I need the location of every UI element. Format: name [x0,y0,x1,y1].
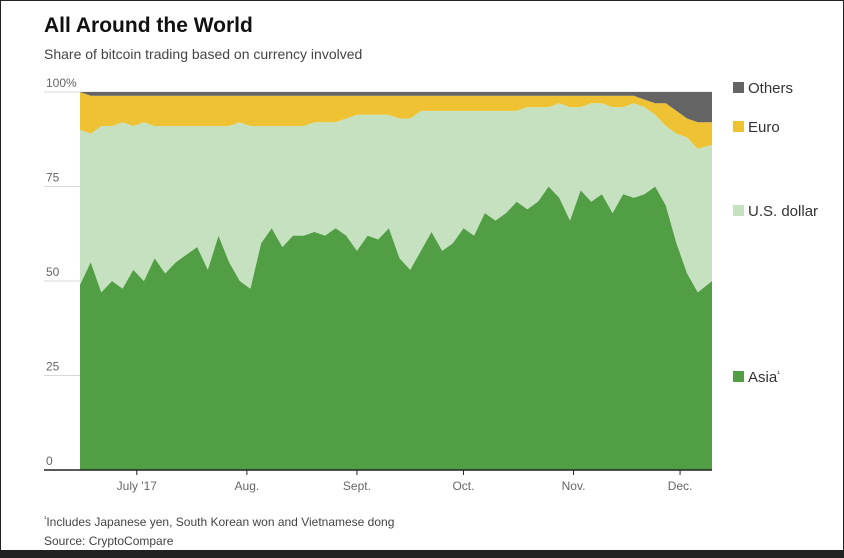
chart-title: All Around the World [44,14,253,37]
legend-label: Euro [748,119,780,136]
chart-subtitle: Share of bitcoin trading based on curren… [44,46,363,62]
legend: Others Euro U.S. dollar Asia¹ [733,80,818,386]
footnote-text: Includes Japanese yen, South Korean won … [46,515,395,529]
legend-swatch [733,121,744,132]
x-tick-label: Oct. [452,479,474,493]
x-tick-label: Dec. [668,479,693,493]
legend-superscript: ¹ [777,369,780,378]
area-asia [80,186,712,470]
legend-label: U.S. dollar [748,203,818,220]
axes: July '17 Aug. Sept. Oct. Nov. Dec. [44,469,712,493]
y-tick-label: 100% [46,76,77,90]
legend-swatch [733,82,744,93]
source-note: Source: CryptoCompare [44,534,174,548]
legend-swatch [733,371,744,382]
area-u-s-dollar [80,103,712,293]
area-others [80,92,712,123]
area-euro [80,92,712,149]
x-tick-label: Aug. [235,479,260,493]
legend-label: Asia¹ [748,369,780,386]
footnote-marker: ¹ [44,516,47,523]
y-tick-label: 0 [46,454,53,468]
x-tick-label: Sept. [343,479,371,493]
plot-areas [80,92,712,470]
footnote: ¹Includes Japanese yen, South Korean won… [44,515,394,529]
y-tick-label: 75 [46,171,60,185]
legend-label: Others [748,80,793,97]
x-tick-label: July '17 [117,479,158,493]
legend-swatch [733,205,744,216]
y-tick-label: 50 [46,265,60,279]
x-tick-label: Nov. [562,479,586,493]
bottom-border [0,550,844,558]
y-tick-label: 25 [46,360,60,374]
